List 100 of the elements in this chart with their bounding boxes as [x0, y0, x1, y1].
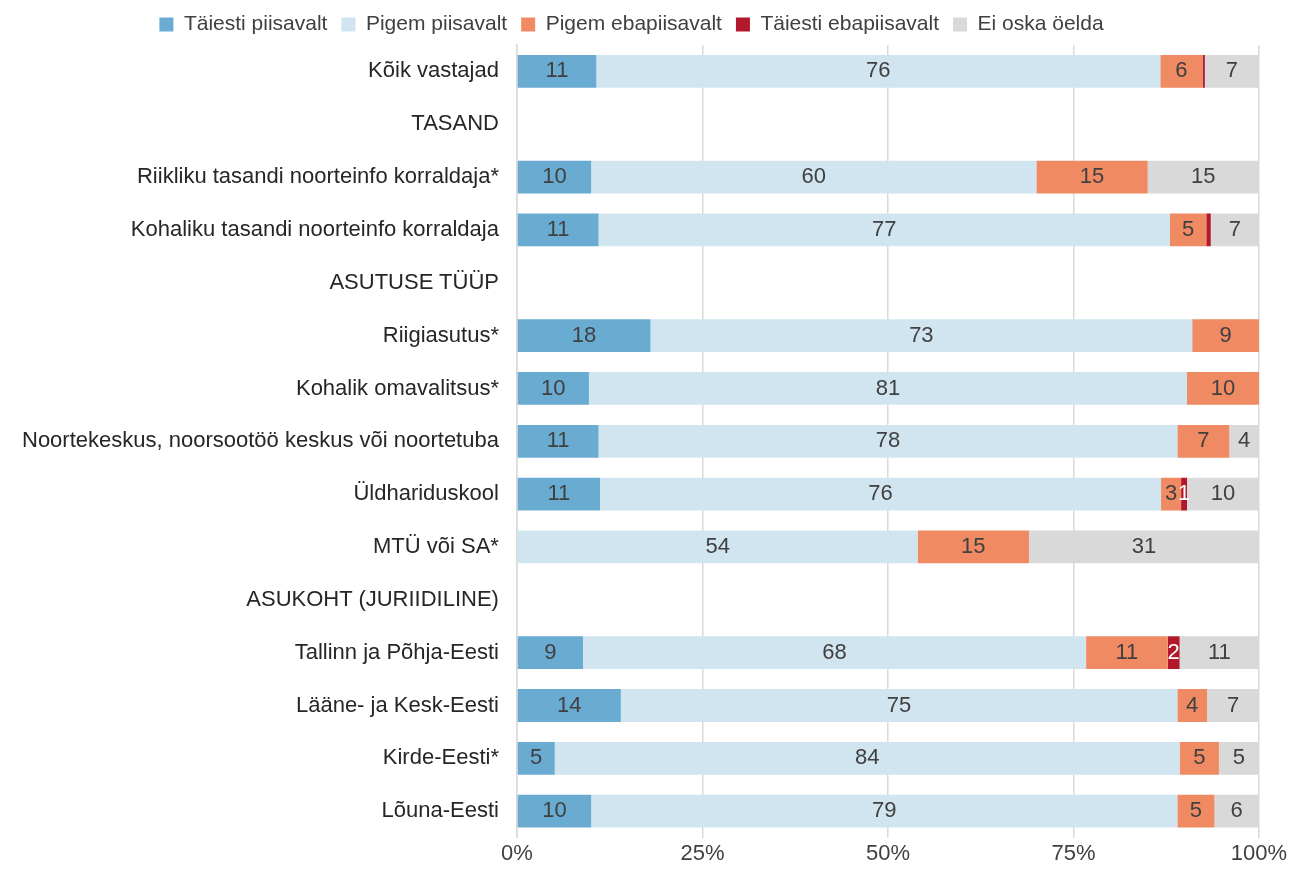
bar [598, 424, 1178, 458]
legend-label: Pigem ebapiisavalt [545, 11, 723, 35]
data-label: 7 [1225, 57, 1239, 83]
x-tick-label: 100% [1230, 839, 1288, 865]
bar [1206, 213, 1211, 247]
data-label: 73 [909, 321, 934, 347]
bar [517, 530, 918, 564]
data-label: 6 [1175, 57, 1188, 83]
data-label: 7 [1197, 427, 1210, 453]
bar [517, 319, 651, 352]
data-label: 9 [1219, 321, 1232, 347]
bar [1177, 424, 1230, 458]
x-tick-label: 50% [865, 839, 910, 865]
data-label: 14 [557, 691, 582, 717]
data-label: 15 [961, 533, 986, 559]
data-label: 11 [545, 57, 569, 83]
data-label: 10 [1210, 374, 1236, 400]
y-tick-label: Kohalik omavalitsus* [295, 374, 500, 400]
data-label: 60 [801, 163, 827, 189]
y-tick-label: Üldhariduskool [353, 480, 499, 506]
bar [620, 689, 1178, 722]
data-label: 18 [571, 321, 597, 347]
x-tick-label: 0% [501, 839, 533, 865]
data-label: 9 [544, 638, 557, 664]
legend-label: Täiesti piisavalt [183, 11, 328, 35]
y-tick-label: Lõuna-Eesti [381, 797, 499, 823]
data-label: 10 [541, 374, 566, 400]
data-label: 6 [1230, 797, 1243, 823]
data-label: 11 [546, 427, 570, 453]
bar [588, 372, 1188, 405]
bar [600, 477, 1162, 511]
data-label: 5 [530, 744, 543, 770]
bar [517, 741, 555, 775]
bar [1177, 689, 1208, 722]
y-tick-label: Riikliku tasandi noorteinfo korraldaja* [136, 163, 500, 189]
data-label: 4 [1186, 691, 1199, 717]
x-tick-label: 75% [1051, 839, 1096, 865]
data-label: 4 [1238, 427, 1251, 453]
data-label: 5 [1193, 744, 1206, 770]
data-label: 68 [822, 638, 847, 664]
data-label: 2 [1167, 638, 1180, 664]
bar [1179, 741, 1219, 775]
data-label: 78 [875, 427, 901, 453]
bar [596, 55, 1161, 88]
bar [517, 794, 592, 828]
bar [517, 160, 592, 194]
bar [1160, 55, 1203, 88]
bar [1192, 319, 1259, 352]
bar [517, 477, 601, 511]
data-label: 11 [546, 216, 570, 241]
data-label: 10 [542, 163, 567, 189]
bar [517, 213, 599, 247]
y-tick-label: Kõik vastajad [368, 57, 499, 83]
x-tick-label: 25% [680, 839, 725, 865]
data-label: 15 [1079, 163, 1105, 189]
bar [591, 794, 1178, 828]
data-label: 84 [854, 744, 880, 770]
y-tick-label: Kohaliku tasandi noorteinfo korraldaja [130, 216, 500, 241]
y-tick-label: ASUTUSE TÜÜP [329, 268, 499, 294]
data-label: 10 [542, 797, 567, 823]
bar [650, 319, 1193, 352]
bar [582, 636, 1087, 670]
data-label: 15 [1191, 163, 1216, 189]
data-label: 76 [868, 480, 893, 506]
data-label: 5 [1189, 797, 1203, 823]
bar [598, 213, 1170, 247]
data-label: 77 [872, 216, 897, 241]
bar [917, 530, 1029, 564]
y-tick-label: Kirde-Eesti* [382, 744, 500, 770]
data-label: 75 [886, 691, 912, 717]
data-label: 10 [1210, 480, 1236, 506]
y-tick-label: ASUKOHT (JURIIDILINE) [246, 585, 499, 611]
data-label: 31 [1131, 533, 1157, 559]
y-tick-label: MTÜ või SA* [373, 533, 500, 559]
bar [554, 741, 1180, 775]
y-tick-label: Riigiasutus* [382, 321, 500, 347]
bar [591, 160, 1037, 194]
bar [517, 636, 583, 670]
bar [517, 372, 589, 405]
data-label: 7 [1228, 216, 1242, 241]
legend-label: Täiesti ebapiisavalt [760, 11, 940, 35]
data-label: 54 [705, 533, 730, 559]
data-label: 76 [866, 57, 891, 83]
y-tick-label: Noortekeskus, noorsootöö keskus või noortetuba [21, 427, 500, 453]
bar [1202, 55, 1205, 88]
data-label: 11 [547, 480, 571, 506]
bar [517, 689, 621, 722]
y-tick-label: Tallinn ja Põhja-Eesti [294, 638, 499, 664]
y-tick-label: TASAND [411, 110, 499, 136]
data-label: 11 [1207, 638, 1231, 664]
data-label: 5 [1182, 216, 1195, 241]
data-label: 3 [1164, 480, 1178, 506]
bar [1086, 636, 1168, 670]
bar [1177, 794, 1215, 828]
bar [1187, 372, 1259, 405]
data-label: 11 [1115, 638, 1139, 664]
data-label: 7 [1226, 691, 1240, 717]
data-label: 81 [875, 374, 901, 400]
bar [517, 424, 599, 458]
data-label: 79 [872, 797, 897, 823]
